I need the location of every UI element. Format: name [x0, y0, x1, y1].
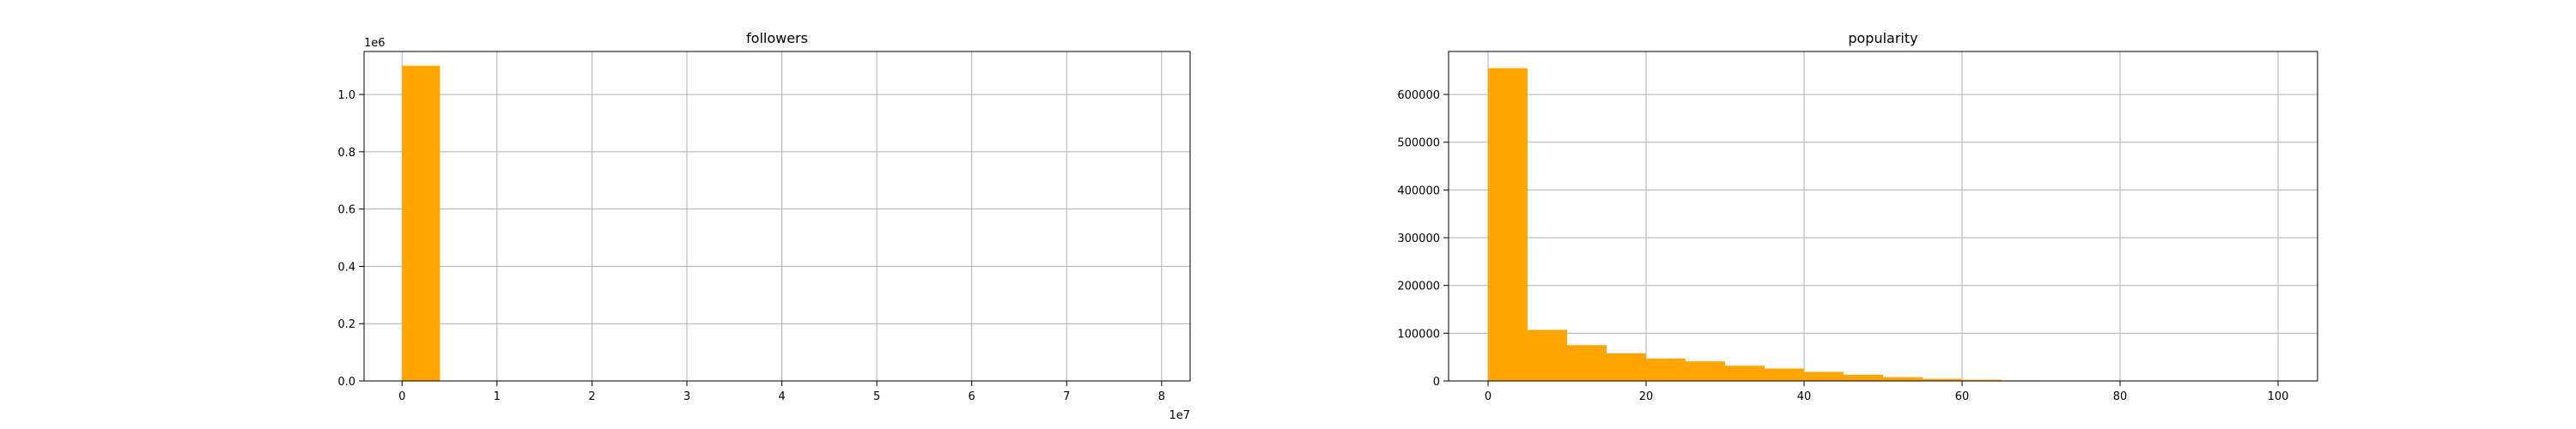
- popularity-x-tick-label: 0: [1485, 390, 1492, 403]
- popularity-x-tick-label: 20: [1639, 390, 1654, 403]
- followers-x-tick-label: 6: [969, 390, 975, 403]
- popularity-bar: [1607, 353, 1646, 381]
- popularity-bar: [1804, 372, 1844, 381]
- popularity-x-ticks: 0 20 40 60 80 100: [1485, 381, 2289, 403]
- followers-y-tick-label: 0.6: [337, 204, 355, 217]
- followers-grid: [364, 51, 1190, 382]
- popularity-x-tick-label: 40: [1797, 390, 1812, 403]
- popularity-y-tick-label: 600000: [1397, 89, 1440, 102]
- popularity-y-tick-label: 100000: [1397, 328, 1440, 341]
- followers-y-tick-label: 0.0: [337, 376, 355, 389]
- followers-y-tick-label: 0.8: [337, 147, 355, 160]
- popularity-bar: [1488, 68, 1528, 381]
- popularity-x-tick-label: 80: [2113, 390, 2128, 403]
- popularity-bar: [1844, 374, 1883, 381]
- followers-x-tick-label: 1: [494, 390, 501, 403]
- popularity-x-tick-label: 60: [1955, 390, 1970, 403]
- popularity-bar: [1765, 368, 1804, 381]
- followers-x-tick-label: 4: [778, 390, 785, 403]
- popularity-bar: [1686, 361, 1725, 381]
- followers-bars: [402, 65, 440, 382]
- followers-x-tick-label: 5: [873, 390, 880, 403]
- popularity-bar: [1646, 358, 1686, 381]
- followers-x-tick-label: 2: [588, 390, 595, 403]
- popularity-bar: [1883, 377, 1923, 381]
- popularity-bar: [1567, 345, 1607, 381]
- followers-title: followers: [746, 30, 808, 46]
- popularity-x-tick-label: 100: [2268, 390, 2289, 403]
- followers-plot-frame: [363, 51, 1191, 382]
- followers-x-tick-label: 3: [683, 390, 690, 403]
- followers-panel: 0 1 2 3 4 5 6 7 8 0.0 0.2 0.4 0.6 0.8 1.0 followers 1…: [337, 30, 1191, 422]
- followers-y-tick-label: 0.4: [337, 261, 355, 274]
- popularity-bar: [1962, 379, 2002, 381]
- popularity-panel: 0 20 40 60 80 100 0 100000 200000 300000 400000 50…: [1397, 30, 2318, 403]
- popularity-title: popularity: [1848, 30, 1917, 46]
- popularity-y-ticks: 0 100000 200000 300000 400000 500000 600000: [1397, 89, 1449, 389]
- followers-y-tick-label: 0.2: [337, 318, 355, 331]
- followers-x-offset-label: 1e7: [1169, 409, 1190, 422]
- popularity-y-tick-label: 200000: [1397, 281, 1440, 293]
- followers-x-tick-label: 0: [398, 390, 405, 403]
- popularity-bar: [1923, 378, 1962, 381]
- followers-y-ticks: 0.0 0.2 0.4 0.6 0.8 1.0: [337, 89, 364, 389]
- popularity-bar: [1528, 329, 1567, 381]
- popularity-bar: [1725, 366, 1765, 381]
- followers-y-tick-label: 1.0: [337, 89, 355, 102]
- followers-x-ticks: 0 1 2 3 4 5 6 7 8: [398, 381, 1165, 403]
- popularity-plot-frame: [1448, 51, 2318, 382]
- popularity-bars: [1488, 68, 2278, 381]
- followers-x-tick-label: 7: [1063, 390, 1070, 403]
- popularity-y-tick-label: 400000: [1397, 184, 1440, 197]
- followers-y-offset-label: 1e6: [364, 37, 386, 50]
- popularity-y-tick-label: 300000: [1397, 233, 1440, 245]
- followers-bar: [402, 65, 440, 382]
- popularity-grid: [1449, 51, 2318, 382]
- popularity-y-tick-label: 0: [1433, 376, 1440, 389]
- followers-x-tick-label: 8: [1158, 390, 1165, 403]
- popularity-y-tick-label: 500000: [1397, 137, 1440, 150]
